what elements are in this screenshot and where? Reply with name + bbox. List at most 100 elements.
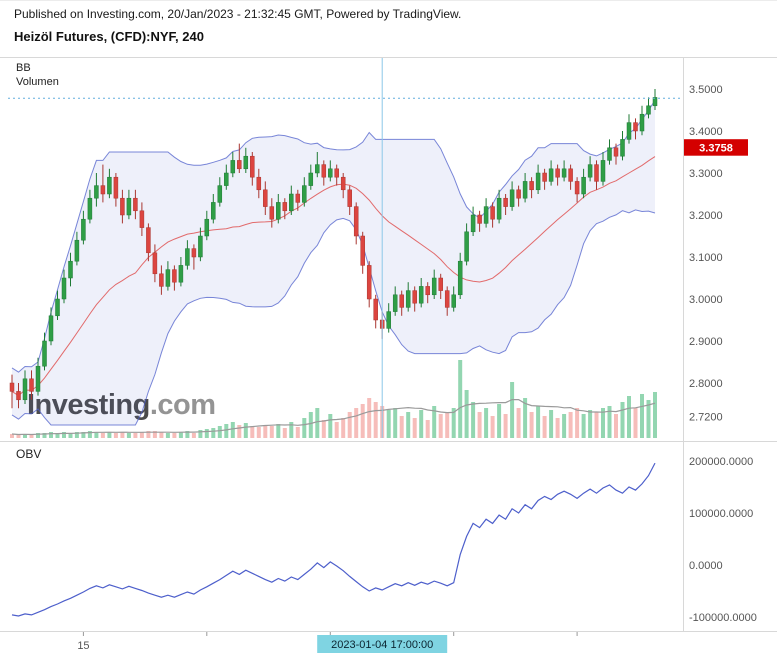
obv-axis-label: 200000.0000 (689, 456, 753, 468)
candle-body (204, 218, 210, 237)
volume-bar (29, 435, 34, 438)
volume-bar (451, 408, 456, 438)
volume-bar (419, 410, 424, 438)
volume-bar (503, 414, 508, 438)
volume-bar (263, 425, 268, 438)
candle-body (535, 172, 541, 191)
candle-body (444, 290, 450, 308)
candle-body (477, 214, 482, 224)
volume-bar (243, 423, 248, 438)
volume-bar (217, 426, 222, 438)
volume-bar (484, 408, 489, 438)
volume-bar (198, 430, 203, 438)
publish-info: Published on Investing.com, 20/Jan/2023 … (14, 7, 462, 21)
volume-bar (354, 408, 359, 438)
volume-bar (62, 432, 66, 438)
volume-bar (581, 414, 586, 438)
indicator-label-bb[interactable]: BB (16, 62, 31, 74)
volume-bar (464, 390, 469, 438)
candle-body (334, 168, 339, 178)
candle-body (263, 189, 268, 207)
candle-body (587, 164, 593, 178)
candle-body (418, 286, 424, 304)
candle-body (639, 113, 645, 132)
volume-bar (367, 398, 372, 438)
volume-bar (438, 414, 443, 438)
price-axis-label: 3.3000 (689, 168, 723, 180)
candle-body (295, 193, 301, 203)
chart-title: Heizöl Futures, (CFD):NYF, 240 (14, 29, 204, 44)
volume-bar (230, 422, 235, 438)
candle-body (243, 155, 249, 170)
candle-body (217, 185, 223, 203)
candle-body (490, 206, 495, 220)
candle-body (574, 181, 580, 195)
volume-bar (510, 382, 515, 438)
candle-body (126, 197, 132, 216)
volume-bar (412, 418, 417, 438)
volume-bar (607, 406, 612, 438)
volume-bar (406, 412, 411, 438)
volume-bar (113, 433, 118, 438)
price-axis-label: 3.0000 (689, 294, 723, 306)
volume-bar (334, 422, 339, 438)
candle-body (451, 294, 456, 308)
candle-body (211, 202, 216, 220)
volume-bar (399, 416, 404, 438)
volume-bar (42, 433, 47, 438)
candle-body (321, 164, 327, 178)
volume-bar (640, 394, 644, 438)
candle-body (256, 176, 262, 191)
candle-body (626, 122, 632, 140)
volume-bar (204, 429, 209, 438)
candle-body (633, 122, 638, 132)
price-axis-label: 3.1000 (689, 252, 723, 264)
candle-body (328, 168, 333, 178)
price-axis-label: 2.7200 (689, 412, 723, 424)
candle-body (347, 189, 352, 207)
candle-body (224, 172, 229, 186)
candle-body (100, 185, 106, 195)
obv-axis-label: 100000.0000 (689, 508, 753, 520)
candle-body (483, 206, 489, 224)
price-axis-label: 3.5000 (689, 84, 723, 96)
volume-bar (536, 406, 541, 438)
candle-body (386, 311, 391, 329)
candle-body (81, 218, 86, 241)
candle-body (276, 202, 281, 220)
volume-bar (373, 402, 378, 438)
candle-body (431, 277, 437, 296)
price-axis-label: 3.4000 (689, 126, 723, 138)
volume-bar (562, 414, 567, 438)
volume-bar (633, 408, 638, 438)
candle-body (191, 248, 197, 258)
volume-bar (159, 432, 164, 438)
candle-body (399, 294, 404, 308)
candle-body (366, 265, 372, 300)
volume-bar (49, 432, 53, 438)
indicator-label-obv[interactable]: OBV (16, 447, 42, 461)
volume-bar (87, 431, 92, 438)
volume-bar (601, 408, 605, 438)
volume-bar (432, 406, 437, 438)
volume-bar (81, 432, 86, 438)
candle-body (308, 172, 314, 186)
candle-body (250, 155, 255, 178)
candle-body (548, 168, 554, 182)
volume-bar (458, 360, 463, 438)
volume-bar (289, 422, 294, 438)
volume-bar (152, 431, 157, 438)
candle-body (555, 168, 560, 178)
volume-bar (172, 433, 177, 438)
candle-body (94, 185, 99, 199)
candle-body (373, 298, 378, 321)
volume-bar (542, 416, 547, 438)
volume-bar (133, 433, 138, 438)
volume-bar (627, 396, 631, 438)
volume-bar (315, 408, 320, 438)
indicator-label-volume[interactable]: Volumen (16, 76, 59, 88)
candle-body (178, 265, 184, 283)
obv-pane[interactable] (0, 441, 683, 631)
